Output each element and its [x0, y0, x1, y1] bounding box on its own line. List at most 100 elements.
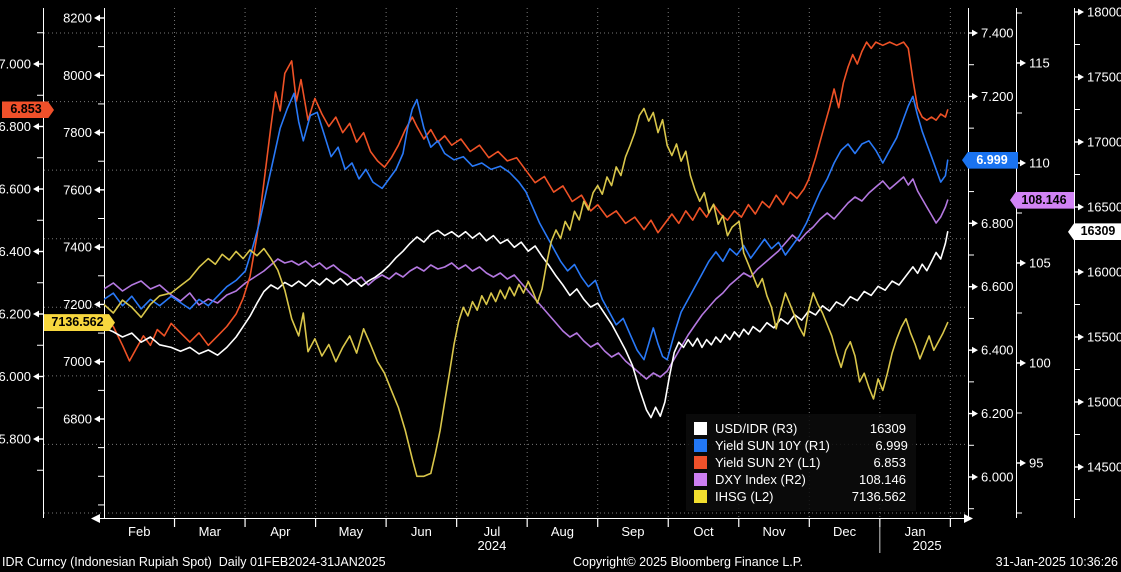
legend-value: 6.853 [873, 455, 906, 470]
legend-value: 16309 [869, 421, 906, 436]
y-axis-label: 95 [1029, 456, 1043, 471]
y-axis-label: 8000 [63, 68, 92, 83]
tick-arrow-icon [33, 123, 39, 130]
x-axis-month-label: Jun [411, 524, 432, 539]
x-axis-left-arrow-icon [91, 514, 100, 523]
y-axis-label: 7400 [63, 240, 92, 255]
legend-label: IHSG (L2) [715, 489, 774, 504]
y-axis-label: 6.600 [0, 182, 31, 197]
series-yield-sun-10y-line [104, 92, 949, 361]
series-yield-sun-2y-line [104, 41, 949, 362]
legend-box: USD/IDR (R3) 16309 Yield SUN 10Y (R1) 6.999… [686, 414, 916, 511]
legend-swatch-icon [694, 439, 707, 452]
legend-label: DXY Index (R2) [715, 472, 806, 487]
tick-arrow-icon [1078, 203, 1084, 211]
y-axis-label: 17000 [1087, 135, 1121, 150]
tick-arrow-icon [1078, 73, 1084, 81]
axis-badge-l2: 7136.562 [44, 314, 115, 331]
x-axis-year-label: 2025 [913, 538, 942, 553]
tick-arrow-icon [1020, 459, 1026, 467]
series-ihsg-line [104, 107, 949, 478]
x-axis: Feb Mar Apr May Jun Jul Aug Sep Oct Nov Dec Jan 2024… [128, 519, 951, 553]
y-axis-label: 15500 [1087, 330, 1121, 345]
legend-swatch-icon [694, 473, 707, 486]
legend-label: USD/IDR (R3) [715, 421, 798, 436]
tick-arrow-icon [33, 373, 39, 380]
series-dxy-index-line [104, 176, 949, 380]
y-axis-label: 5.800 [0, 432, 31, 447]
axis-badge-r3: 16309 [1068, 223, 1121, 241]
y-axis-label: 6.000 [0, 369, 31, 384]
tick-arrow-icon [94, 186, 100, 194]
tick-arrow-icon [33, 60, 39, 68]
tick-arrow-icon [33, 185, 39, 193]
y-axis-r3: 18000 17500 17000 16500 16000 15500 15000 14500 [1074, 5, 1121, 500]
legend-label: Yield SUN 10Y (R1) [715, 438, 830, 453]
security-description: IDR Curncy (Indonesian Rupiah Spot) Dail… [2, 555, 386, 569]
tick-arrow-icon [94, 301, 100, 308]
y-axis-label: 6.800 [0, 119, 31, 134]
legend-swatch-icon [694, 422, 707, 435]
y-axis-label: 6.200 [981, 406, 1014, 421]
y-axis-label: 17500 [1087, 70, 1121, 85]
tick-arrow-icon [972, 346, 978, 354]
y-axis-label: 6.800 [981, 216, 1014, 231]
status-bar: IDR Curncy (Indonesian Rupiah Spot) Dail… [0, 553, 1121, 572]
series-usd-idr-line [104, 229, 949, 419]
tick-arrow-icon [972, 473, 978, 481]
legend-item: IHSG (L2) 7136.562 [694, 488, 906, 505]
x-axis-month-label: Mar [199, 524, 222, 539]
y-axis-label: 6.400 [0, 244, 31, 259]
copyright-text: Copyright© 2025 Bloomberg Finance L.P. [573, 555, 803, 569]
x-axis-month-label: Oct [693, 524, 714, 539]
tick-arrow-icon [94, 129, 100, 136]
tick-arrow-icon [1078, 463, 1084, 471]
tick-arrow-icon [33, 248, 39, 255]
y-axis-label: 110 [1029, 156, 1050, 171]
series-lines [104, 41, 949, 478]
y-axis-label: 7.200 [981, 89, 1014, 104]
x-axis-month-label: Jul [484, 524, 501, 539]
x-axis-year-label: 2024 [477, 538, 506, 553]
tick-arrow-icon [972, 410, 978, 417]
tick-arrow-icon [1020, 259, 1026, 267]
tick-arrow-icon [1078, 138, 1084, 146]
y-axis-label: 15000 [1087, 395, 1121, 410]
legend-label: Yield SUN 2Y (L1) [715, 455, 821, 470]
legend-item: DXY Index (R2) 108.146 [694, 471, 906, 488]
tick-arrow-icon [94, 358, 100, 366]
x-axis-month-label: Nov [762, 524, 786, 539]
legend-value: 7136.562 [851, 489, 906, 504]
tick-arrow-icon [94, 71, 100, 79]
tick-arrow-icon [94, 415, 100, 423]
tick-arrow-icon [1078, 8, 1084, 16]
x-axis-month-label: Feb [128, 524, 150, 539]
x-axis-month-label: Aug [551, 524, 574, 539]
y-axis-label: 6800 [63, 412, 92, 427]
y-axis-l1: 7.000 6.800 6.600 6.400 6.200 6.000 5.800 [0, 32, 43, 471]
y-axis-label: 6.600 [981, 279, 1014, 294]
x-axis-right-arrow-icon [964, 514, 973, 523]
x-axis-month-label: Sep [621, 524, 644, 539]
legend-swatch-icon [694, 490, 707, 503]
tick-arrow-icon [1020, 159, 1026, 167]
y-axis-label: 7.400 [981, 26, 1014, 41]
legend-item: Yield SUN 2Y (L1) 6.853 [694, 454, 906, 471]
tick-arrow-icon [33, 435, 39, 443]
tick-arrow-icon [1078, 333, 1084, 341]
tick-arrow-icon [1078, 398, 1084, 406]
y-axis-label: 18000 [1087, 5, 1121, 20]
y-axis-label: 6.400 [981, 343, 1014, 358]
tick-arrow-icon [1078, 268, 1084, 276]
y-axis-label: 100 [1029, 356, 1051, 371]
axis-badge-r1: 6.999 [962, 151, 1018, 169]
y-axis-label: 16000 [1087, 265, 1121, 280]
y-axis-label: 14500 [1087, 460, 1121, 475]
y-axis-label: 6.200 [0, 307, 31, 322]
tick-arrow-icon [972, 219, 978, 227]
x-axis-month-label: Jan [905, 524, 926, 539]
tick-arrow-icon [33, 310, 39, 318]
